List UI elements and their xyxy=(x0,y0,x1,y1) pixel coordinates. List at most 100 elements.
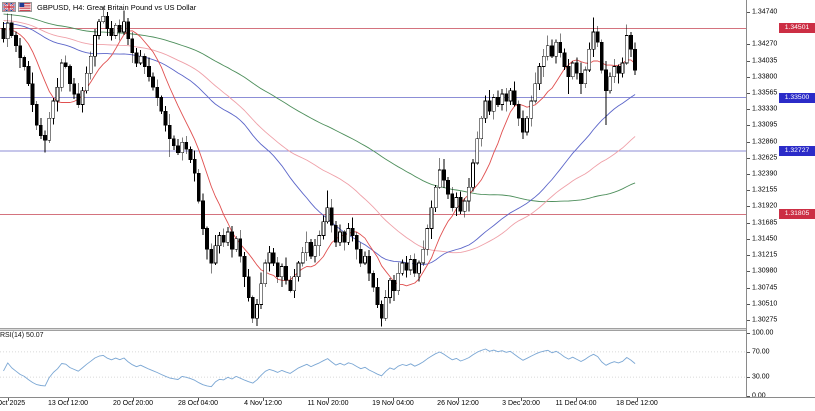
candle-body xyxy=(450,193,455,209)
candle-body xyxy=(300,252,305,264)
price-tick-label: 1.30275 xyxy=(752,316,778,324)
candle-body xyxy=(604,69,608,91)
candle-body xyxy=(317,235,322,247)
chart-title-label: GBPUSD, H4: Great Britain Pound vs US Do… xyxy=(37,2,197,12)
candle-body xyxy=(101,15,106,23)
ma-slow-green-line xyxy=(3,13,636,203)
candle-body xyxy=(583,69,588,85)
candle-body xyxy=(288,279,293,291)
price-chart-canvas[interactable] xyxy=(0,0,746,328)
candle-body xyxy=(512,90,517,105)
time-axis-label: 20 Oct 20:00 xyxy=(112,400,154,407)
candle-body xyxy=(34,104,39,126)
candle-body xyxy=(192,159,197,174)
rsi-line xyxy=(3,348,636,388)
candle-body xyxy=(167,124,172,140)
candle-body xyxy=(521,117,525,133)
candle-body xyxy=(296,262,301,278)
candle-body xyxy=(458,197,463,212)
time-axis[interactable]: 6 Oct 2025 13 Oct 12:00 20 Oct 20:00 28 Oct… xyxy=(0,397,815,411)
candle-body xyxy=(437,169,442,188)
candle-body xyxy=(201,200,205,229)
candle-body xyxy=(500,93,504,105)
candle-body xyxy=(404,262,409,271)
panel-splitter[interactable] xyxy=(0,328,746,331)
rsi-scale-tick-mark xyxy=(747,333,750,334)
candle-body xyxy=(84,73,89,91)
price-tick-mark xyxy=(747,303,750,305)
candle-body xyxy=(383,297,388,319)
price-level-badge: 1.31805 xyxy=(779,209,815,220)
candle-body xyxy=(508,90,513,102)
candle-body xyxy=(275,262,280,278)
price-tick-label: 1.34270 xyxy=(752,40,778,48)
price-tick-label: 1.32625 xyxy=(752,154,778,162)
candle-body xyxy=(122,21,126,33)
candle-body xyxy=(483,100,488,119)
gb-flag-icon xyxy=(2,2,16,12)
price-tick-label: 1.31685 xyxy=(752,219,778,227)
candle-body xyxy=(321,221,326,236)
price-tick-label: 1.30980 xyxy=(752,267,778,275)
candle-body xyxy=(346,228,351,243)
us-flag-icon xyxy=(18,2,32,12)
candle-body xyxy=(51,100,56,119)
candle-body xyxy=(284,266,288,281)
price-tick-mark xyxy=(747,190,750,192)
candle-body xyxy=(612,66,617,78)
candle-body xyxy=(429,207,434,229)
candle-body xyxy=(213,245,218,264)
rsi-chart-canvas[interactable] xyxy=(0,331,746,397)
candle-body xyxy=(234,238,239,250)
candle-body xyxy=(76,93,81,105)
candle-body xyxy=(354,235,359,250)
axis-divider xyxy=(746,0,747,397)
time-tick-mark xyxy=(198,398,199,401)
candle-body xyxy=(579,73,583,85)
candle-body xyxy=(608,76,612,91)
candle-body xyxy=(205,228,209,250)
candle-body xyxy=(147,66,151,78)
candle-body xyxy=(30,83,35,105)
candle-body xyxy=(163,110,168,126)
ma-slow-salmon-line xyxy=(3,20,636,254)
candle-body xyxy=(475,138,480,164)
ma-mid-blue-line xyxy=(3,23,636,266)
price-axis[interactable]: 1.34740 1.34270 1.34035 1.33800 1.33565 1.333… xyxy=(747,0,815,397)
candle-body xyxy=(176,145,180,154)
price-tick-mark xyxy=(747,157,750,159)
time-tick-mark xyxy=(133,398,134,401)
candle-body xyxy=(529,100,534,119)
candle-body xyxy=(367,255,371,274)
candle-body xyxy=(358,248,363,264)
candle-body xyxy=(230,231,234,250)
candle-body xyxy=(471,162,475,188)
candle-body xyxy=(80,90,85,105)
rsi-scale-tick-mark xyxy=(747,351,750,353)
candle-body xyxy=(72,83,76,95)
candle-body xyxy=(433,186,438,209)
candle-body xyxy=(9,22,14,36)
candle-body xyxy=(221,235,226,243)
price-tick-mark xyxy=(747,12,750,13)
candle-body xyxy=(541,55,546,67)
candle-body xyxy=(250,297,255,319)
candle-body xyxy=(350,228,355,236)
candle-body xyxy=(325,207,330,223)
candle-body xyxy=(566,66,571,78)
candle-body xyxy=(172,138,176,147)
candle-body xyxy=(591,31,596,50)
candle-body xyxy=(421,248,426,264)
candle-body xyxy=(304,241,309,254)
candle-body xyxy=(595,31,600,43)
time-tick-mark xyxy=(458,398,459,401)
candle-body xyxy=(392,279,396,291)
candle-body xyxy=(558,41,563,54)
price-tick-mark xyxy=(747,174,750,176)
candle-body xyxy=(267,252,272,264)
candle-body xyxy=(238,238,243,257)
price-level-badge: 1.33500 xyxy=(779,92,815,103)
time-tick-mark xyxy=(393,398,394,401)
price-tick-mark xyxy=(747,271,750,273)
candle-body xyxy=(43,135,47,141)
